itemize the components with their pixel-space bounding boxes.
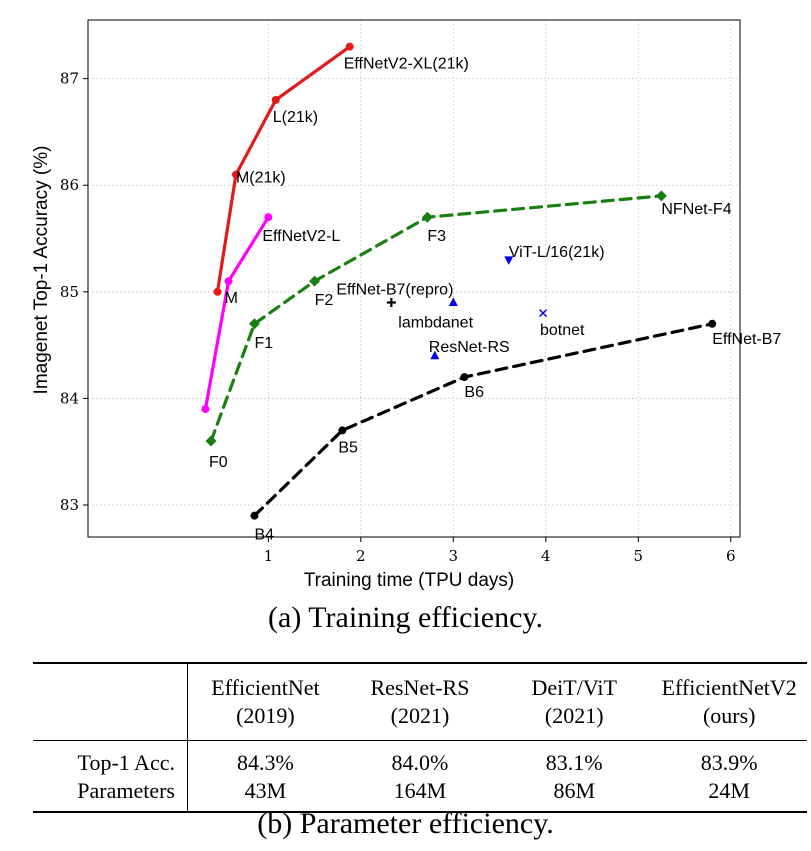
table-cell: 83.1% — [545, 750, 603, 775]
y-axis-label: Imagenet Top-1 Accuracy (%) — [31, 146, 52, 395]
grid — [88, 20, 740, 537]
table-cell: 43M — [244, 778, 287, 803]
data-label: EffNetV2-L — [262, 228, 340, 245]
y-tick-label: 84 — [60, 389, 79, 407]
data-point — [338, 426, 347, 435]
x-axis-label: Training time (TPU days) — [304, 570, 514, 591]
data-point — [345, 42, 354, 51]
axis-ticks: 1 2 3 4 5 6 83 84 85 86 87 — [60, 70, 736, 565]
x-tick-label: 3 — [449, 547, 459, 565]
data-label: F0 — [209, 454, 228, 471]
column-header-year: (ours) — [702, 703, 756, 728]
x-tick-label: 1 — [264, 547, 274, 565]
series-efficientnet — [250, 319, 717, 520]
data-label: M — [225, 290, 238, 307]
data-label: NFNet-F4 — [661, 201, 731, 218]
data-point — [421, 211, 433, 223]
column-header-year: (2021) — [390, 703, 450, 728]
y-tick-label: 85 — [60, 283, 79, 301]
data-label: EffNet-B7(repro) — [336, 281, 453, 298]
data-point — [430, 350, 440, 360]
caption-parameter-efficiency: (b) Parameter efficiency. — [257, 807, 554, 840]
data-label: EffNetV2-XL(21k) — [344, 56, 469, 73]
row-label: Top-1 Acc. — [33, 740, 188, 777]
data-label: lambdanet — [398, 314, 473, 331]
data-point — [205, 435, 217, 447]
data-point — [386, 297, 396, 307]
data-label: ResNet-RS — [429, 339, 510, 356]
table-cell: 86M — [553, 778, 595, 803]
data-label: F2 — [315, 292, 334, 309]
table-cell: 83.9% — [700, 750, 758, 775]
data-point — [250, 511, 259, 520]
data-point — [504, 256, 514, 265]
parameter-efficiency-table: EfficientNet ResNet-RS DeiT/ViT Efficien… — [33, 662, 807, 813]
data-label: F1 — [254, 335, 273, 352]
data-point — [264, 213, 273, 222]
column-header-name: ResNet-RS — [370, 675, 470, 700]
table-cell: 24M — [708, 778, 750, 803]
column-header-year: (2019) — [236, 703, 295, 728]
data-point — [539, 309, 548, 318]
data-label: L(21k) — [273, 109, 318, 126]
data-label: botnet — [540, 322, 585, 339]
column-header-year: (2021) — [544, 703, 604, 728]
data-point — [655, 190, 667, 202]
series-efficientnetv2-21k- — [213, 42, 354, 296]
training-efficiency-chart: 1 2 3 4 5 6 83 84 85 86 87 M(21k) L(21k) EffNetV2-XL… — [31, 19, 781, 591]
data-label: B6 — [464, 384, 484, 401]
table-cell: 84.0% — [391, 750, 449, 775]
row-label: Parameters — [33, 777, 188, 812]
table-corner — [33, 702, 188, 741]
y-tick-label: 86 — [60, 176, 79, 194]
series-line — [252, 322, 714, 518]
data-point — [248, 318, 260, 330]
data-label: M(21k) — [236, 170, 286, 187]
series-line — [215, 45, 352, 294]
data-label: EffNet-B7 — [712, 331, 781, 348]
data-point — [201, 405, 210, 414]
data-point — [448, 297, 458, 306]
caption-training-efficiency: (a) Training efficiency. — [268, 601, 543, 634]
table-corner — [33, 663, 188, 702]
point-vit-l-16-21k- — [504, 256, 514, 265]
table-cell: 164M — [393, 778, 447, 803]
point-lambdanet — [448, 297, 458, 306]
data-label: ViT-L/16(21k) — [509, 244, 605, 261]
x-tick-label: 5 — [633, 547, 643, 565]
plot-frame — [87, 19, 741, 538]
data-point — [213, 287, 222, 296]
comparison-table: EfficientNet ResNet-RS DeiT/ViT Efficien… — [33, 662, 807, 813]
y-tick-label: 87 — [60, 70, 79, 88]
data-point — [460, 373, 469, 382]
data-point — [224, 277, 233, 286]
column-header-name: DeiT/ViT — [531, 675, 617, 700]
series-efficientnetv2 — [201, 213, 273, 414]
series-line — [203, 215, 270, 411]
data-series — [201, 42, 717, 520]
point-labels: M(21k) L(21k) EffNetV2-XL(21k) M EffNetV2-L F… — [209, 56, 781, 544]
data-point — [708, 319, 717, 328]
table-header-years: (2019) (2021) (2021) (ours) — [33, 702, 807, 741]
y-tick-label: 83 — [60, 496, 79, 514]
data-point — [309, 275, 321, 287]
column-header-name: EfficientNet — [211, 675, 320, 700]
point-effnet-b7-repro- — [386, 297, 396, 307]
table-header-names: EfficientNet ResNet-RS DeiT/ViT Efficien… — [33, 663, 807, 702]
data-label: B5 — [338, 439, 358, 456]
x-tick-label: 2 — [356, 547, 366, 565]
x-tick-label: 6 — [726, 547, 736, 565]
table-cell: 84.3% — [237, 750, 294, 775]
data-label: F3 — [427, 228, 446, 245]
column-header-name: EfficientNetV2 — [661, 675, 797, 700]
data-point — [271, 95, 280, 104]
table-row: Top-1 Acc. 84.3% 84.0% 83.1% 83.9% — [33, 740, 807, 777]
series-nfnet — [205, 190, 667, 447]
point-resnet-rs — [430, 350, 440, 360]
point-botnet — [539, 309, 548, 318]
data-point — [231, 170, 240, 179]
data-label: B4 — [254, 527, 274, 544]
x-tick-label: 4 — [541, 547, 551, 565]
table-row: Parameters 43M 164M 86M 24M — [33, 777, 807, 812]
